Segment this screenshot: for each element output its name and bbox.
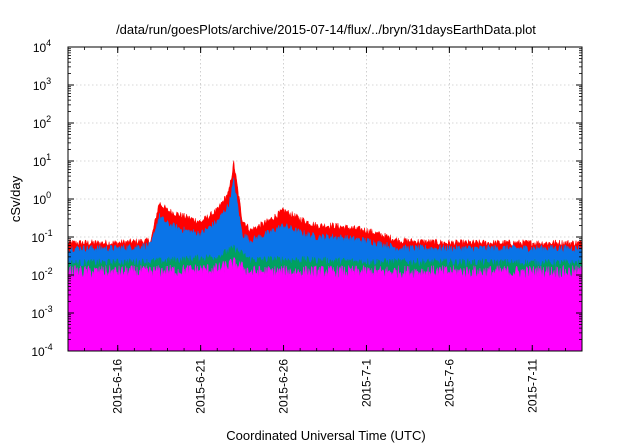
x-axis-title: Coordinated Universal Time (UTC) [226,428,425,443]
y-tick-label: 10-2 [31,266,52,283]
y-tick-label: 102 [33,114,51,131]
axis-ticks: 10-4 10-3 10-2 10-1 100 101 102 103 104 2015-6-16… [31,38,583,414]
x-tick-label: 2015-6-21 [194,359,208,414]
y-tick-label: 103 [33,76,51,93]
dropout-spike [133,286,136,351]
x-tick-label: 2015-7-11 [525,359,539,413]
y-tick-label: 10-3 [31,304,52,321]
dropout-spike [280,286,284,351]
dropout-spike [509,286,512,351]
dropout-spike [174,286,177,351]
dropout-spike [169,286,172,351]
dropout-spike [232,286,236,351]
x-tick-label: 2015-7-1 [359,359,373,407]
y-axis-title: cSv/day [8,175,23,222]
y-tick-label: 104 [33,38,51,55]
dropout-spike [395,286,398,351]
x-tick-label: 2015-7-6 [442,359,456,407]
x-tick-label: 2015-6-16 [111,359,125,414]
series-group [68,160,582,351]
y-tick-label: 10-1 [31,228,52,245]
chart-title: /data/run/goesPlots/archive/2015-07-14/f… [116,22,536,37]
x-tick-label: 2015-6-26 [277,359,291,414]
series-area-magenta [68,257,582,351]
y-tick-label: 100 [33,190,51,207]
y-tick-label: 101 [33,152,51,169]
y-tick-label: 10-4 [31,342,52,359]
dropout-spike [224,286,227,351]
